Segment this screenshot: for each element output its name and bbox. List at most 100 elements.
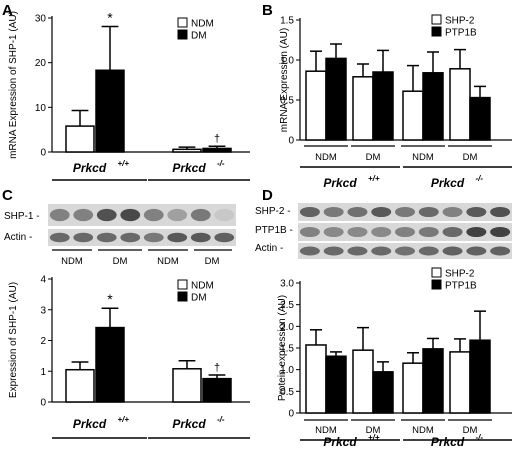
group-label-sup-a: +/+ [118, 159, 130, 168]
significance-marker-a: † [214, 133, 220, 145]
blot-band [299, 206, 320, 218]
blot-band [120, 232, 141, 243]
y-tick-label-c: 0 [40, 398, 46, 409]
bar-b [325, 57, 347, 141]
blot-band [395, 246, 415, 256]
y-tick-label-d: 1.5 [280, 344, 294, 355]
blot-band [143, 208, 164, 222]
group-label-b: Prkcd [323, 176, 357, 190]
group-label-c: Prkcd [172, 417, 206, 431]
category-label-d: NDM [412, 425, 434, 436]
blot-c-lane-2: DM [113, 256, 128, 267]
category-label-b: NDM [412, 152, 434, 163]
blot-band [49, 208, 70, 222]
blot-band [442, 206, 463, 218]
bar-d [305, 344, 327, 414]
blot-band [395, 206, 415, 218]
blot-band [96, 232, 117, 243]
legend-label-c: DM [191, 293, 207, 304]
y-axis-label-a: mRNA Expression of SHP-1 (AU) [8, 11, 19, 159]
blot-band [167, 208, 188, 222]
blot-band [167, 232, 188, 243]
legend-label-d: PTP1B [445, 281, 477, 292]
group-label-sup-b: +/+ [368, 174, 380, 183]
blot-d-row-ptp1b: PTP1B - [255, 225, 293, 236]
legend-swatch-b [431, 14, 442, 25]
blot-band [347, 206, 368, 218]
bar-d [352, 349, 374, 414]
blot-band [490, 246, 511, 256]
panel-label-c: C [2, 187, 13, 204]
bar-c [95, 326, 125, 403]
legend-swatch-a [177, 29, 188, 40]
bar-b [469, 96, 491, 141]
legend-label-b: SHP-2 [445, 16, 475, 27]
category-label-d: DM [366, 425, 381, 436]
blot-band [323, 206, 344, 218]
bar-b [449, 68, 471, 141]
blot-band [466, 246, 487, 256]
significance-marker-c: * [107, 291, 113, 307]
bar-d [469, 339, 491, 414]
group-label-b: Prkcd [431, 176, 465, 190]
y-tick-label-d: 2.5 [280, 300, 294, 311]
bar-c [172, 368, 202, 403]
blot-band [490, 226, 511, 238]
y-tick-label-c: 4 [40, 275, 46, 286]
bar-b [402, 90, 424, 141]
blot-band [73, 208, 94, 222]
category-label-b: DM [463, 152, 478, 163]
bar-d [449, 351, 471, 414]
group-label-d: Prkcd [431, 435, 465, 449]
blot-band [466, 206, 487, 218]
blot-c-lane-4: DM [205, 256, 220, 267]
blot-band [299, 226, 320, 238]
bar-d [402, 362, 424, 414]
blot-c-row-shp1: SHP-1 - [4, 211, 40, 222]
western-blot-c: SHP-1 - Actin - NDM DM NDM DM [4, 204, 236, 267]
blot-band [442, 226, 463, 238]
chart-d: 0 0.5 1.0 1.5 2.0 2.5 3.0 Protein expression (A… [277, 267, 512, 449]
category-label-d: DM [463, 425, 478, 436]
blot-c-lane-1: NDM [61, 256, 83, 267]
bar-b [305, 70, 327, 141]
significance-marker-a: * [107, 9, 113, 25]
blot-band [347, 246, 368, 256]
blot-band [395, 226, 415, 238]
group-label-sup-d: +/+ [368, 433, 380, 442]
group-label-a: Prkcd [172, 161, 206, 175]
blot-band [214, 208, 235, 222]
y-tick-label-a: 30 [35, 14, 47, 25]
blot-strip [48, 204, 236, 226]
blot-band [347, 226, 368, 238]
blot-band [190, 232, 211, 243]
blot-band [418, 226, 439, 238]
legend-swatch-b [431, 26, 442, 37]
bar-c [202, 377, 232, 403]
legend-label-c: NDM [191, 281, 214, 292]
blot-band [371, 226, 392, 238]
y-axis-label-c: Expression of SHP-1 (AU) [8, 282, 19, 398]
group-label-sup-c: -/- [217, 415, 225, 424]
blot-band [96, 208, 117, 222]
bar-a [65, 125, 95, 153]
bar-d [325, 355, 347, 414]
group-label-sup-b: -/- [476, 174, 484, 183]
blot-band [73, 232, 94, 243]
legend-swatch-d [431, 279, 442, 290]
blot-d-image [298, 203, 512, 259]
category-label-d: NDM [315, 425, 337, 436]
bar-b [422, 72, 444, 141]
y-tick-label-d: 1.0 [280, 365, 294, 376]
blot-band [49, 232, 70, 243]
blot-band [143, 232, 164, 243]
legend-label-a: DM [191, 31, 207, 42]
group-label-a: Prkcd [73, 161, 107, 175]
legend-swatch-c [177, 279, 188, 290]
bar-a [202, 147, 232, 153]
panel-label-d: D [262, 187, 273, 204]
blot-band [466, 226, 487, 238]
